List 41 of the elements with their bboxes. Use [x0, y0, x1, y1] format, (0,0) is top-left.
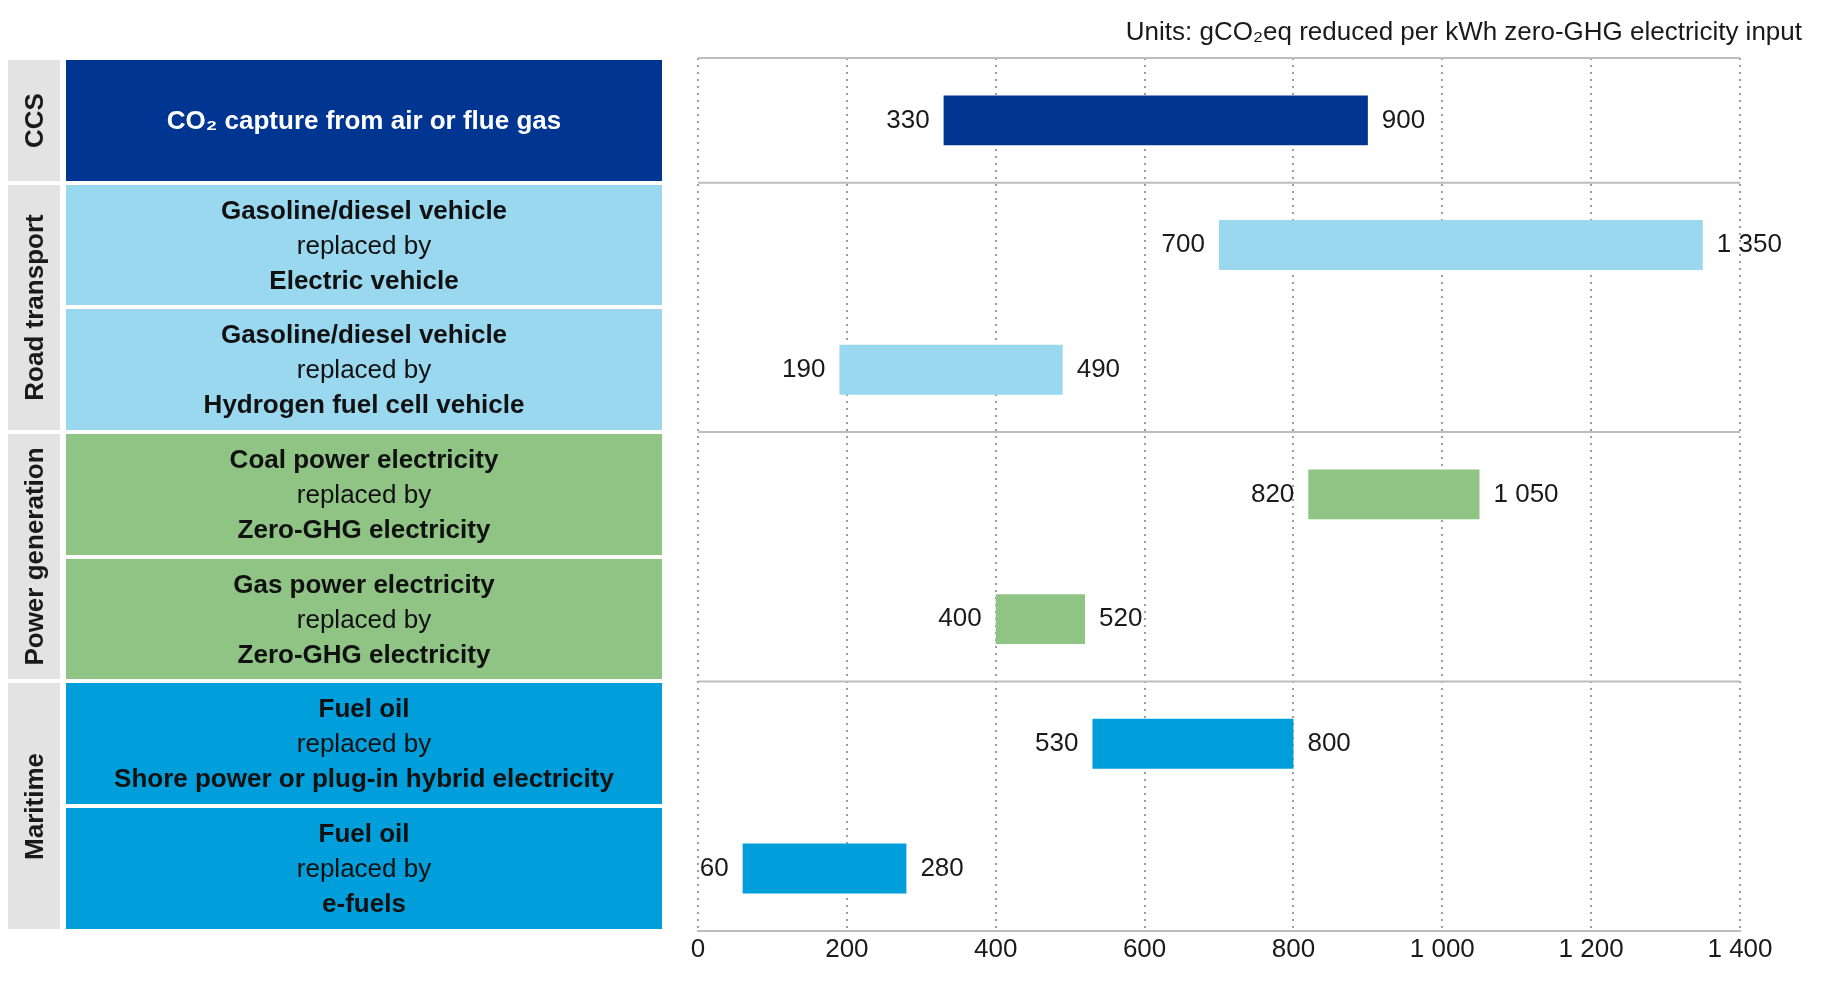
text: Road transport: [18, 214, 50, 401]
bar: [839, 344, 1063, 395]
annotation: 1 050: [1493, 477, 1559, 508]
annotation: 400: [938, 602, 982, 633]
x-tick-label: 1 200: [1558, 932, 1624, 963]
y-tick-label: Fuel oil replaced by e-fuels: [296, 816, 432, 920]
annotation: 800: [1307, 726, 1351, 757]
text: Maritime: [18, 752, 50, 860]
bar: [1219, 220, 1703, 270]
annotation: 900: [1381, 103, 1426, 134]
text: CCS: [18, 92, 50, 148]
y-tick-label: CO₂ capture from air or flue gas: [166, 103, 562, 137]
text: Power generation: [18, 447, 50, 666]
y-tick-label: Fuel oil replaced by Shore power or plug-in hybrid electricity: [114, 692, 614, 796]
bar: [995, 594, 1086, 645]
annotation: 60: [699, 851, 729, 882]
annotation: 280: [920, 851, 964, 882]
y-tick-label: Gasoline/diesel vehicle replaced by Hydrogen fuel cell vehicle: [203, 318, 525, 422]
x-axis-title: Units: gCO₂eq reduced per kWh zero-GHG electricity input: [1125, 16, 1802, 47]
annotation: 490: [1076, 352, 1121, 383]
bar: [943, 95, 1368, 146]
x-tick-label: 0: [690, 932, 706, 963]
bar: [742, 843, 907, 894]
x-tick-label: 200: [825, 932, 869, 963]
annotation: 530: [1035, 726, 1079, 757]
x-tick-label: 1 000: [1409, 932, 1475, 963]
annotation: 700: [1161, 228, 1205, 259]
x-tick-label: 800: [1271, 932, 1316, 963]
annotation: 820: [1250, 477, 1295, 508]
annotation: 520: [1099, 602, 1143, 633]
x-tick-label: 1 400: [1707, 932, 1773, 963]
annotation: 190: [782, 352, 826, 383]
bar: [1092, 718, 1294, 769]
annotation: 330: [886, 103, 930, 134]
bar: [1308, 469, 1480, 520]
y-tick-label: Gasoline/diesel vehicle replaced by Electric vehicle: [220, 193, 508, 297]
x-tick-label: 400: [974, 932, 1018, 963]
y-tick-label: Gas power electricity replaced by Zero-GHG electricity: [233, 567, 495, 671]
y-tick-label: Coal power electricity replaced by Zero-GHG electricity: [229, 442, 499, 546]
annotation: 1 350: [1716, 228, 1782, 259]
x-tick-label: 600: [1122, 932, 1167, 963]
